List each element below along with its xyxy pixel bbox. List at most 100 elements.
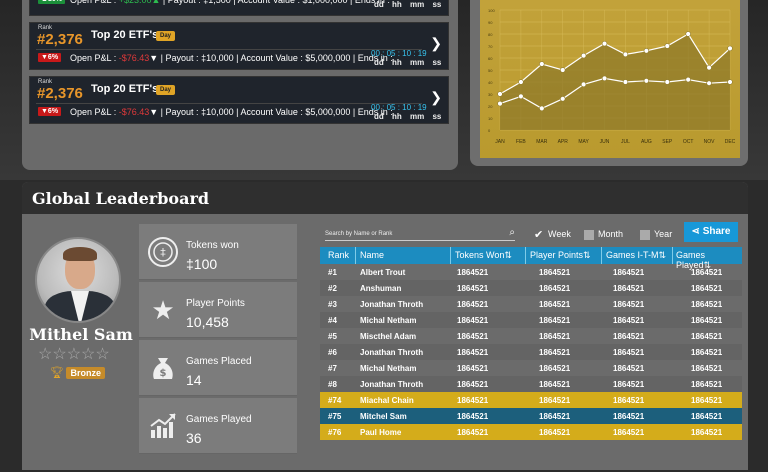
table-row[interactable]: #1 Albert Trout 1864521 1864521 1864521 18645… bbox=[320, 264, 742, 280]
cell-tokens: 1864521 bbox=[457, 396, 489, 405]
col-tokens-won[interactable]: Tokens Won⇅ bbox=[455, 250, 512, 260]
rank-card-partial[interactable]: ▲10% Open P&L : +$23.00▲ | Payout : ‡1,5… bbox=[29, 0, 449, 16]
rank-label: Rank bbox=[38, 25, 53, 31]
series-line-1 bbox=[499, 77, 731, 110]
cell-tokens: 1864521 bbox=[457, 332, 489, 341]
cell-rank: #1 bbox=[328, 268, 337, 277]
rank-label: Rank bbox=[38, 79, 53, 85]
col-games-itm[interactable]: Games I-T-M⇅ bbox=[606, 250, 667, 260]
leaderboard-table: Rank Name Tokens Won⇅ Player Points⇅ Gam… bbox=[320, 247, 742, 440]
table-row[interactable]: #7 Michal Netham 1864521 1864521 1864521 1864… bbox=[320, 360, 742, 376]
search-icon[interactable]: ⌕ bbox=[509, 227, 515, 238]
cell-played: 1864521 bbox=[691, 428, 723, 437]
x-tick-label: APR bbox=[558, 139, 569, 145]
checkbox-checked-icon[interactable]: ✔ bbox=[534, 228, 544, 241]
x-tick-label: MAR bbox=[536, 139, 548, 145]
cell-tokens: 1864521 bbox=[457, 284, 489, 293]
x-tick-label: AUG bbox=[641, 139, 652, 145]
table-row[interactable]: #75 Mitchel Sam 1864521 1864521 1864521 18645… bbox=[320, 408, 742, 424]
pct-badge: ▼6% bbox=[38, 107, 62, 116]
table-row[interactable]: #74 Miachal Chain 1864521 1864521 1864521 186… bbox=[320, 392, 742, 408]
game-title: Top 20 ETF's bbox=[91, 29, 159, 41]
cell-points: 1864521 bbox=[539, 348, 571, 357]
pnl-arrow: ▼ bbox=[149, 53, 159, 63]
data-point bbox=[497, 100, 503, 107]
cell-points: 1864521 bbox=[539, 380, 571, 389]
tier-label: Bronze bbox=[66, 367, 105, 379]
stat-games-placed: $ Games Placed 14 bbox=[139, 340, 297, 396]
y-tick-label: 70 bbox=[488, 44, 493, 49]
countdown-timer: 00 : 05 : 10 : 19 bbox=[371, 49, 427, 58]
table-row[interactable]: #8 Jonathan Throth 1864521 1864521 1864521 18… bbox=[320, 376, 742, 392]
pct-badge: ▲10% bbox=[38, 0, 65, 4]
rank-card[interactable]: Rank #2,376 Top 20 ETF's Day ▼6% Open P&… bbox=[29, 76, 449, 124]
game-title: Top 20 ETF's bbox=[91, 83, 159, 95]
cell-name: Jonathan Throth bbox=[360, 348, 424, 357]
pnl-value: -$76.43 bbox=[118, 107, 150, 117]
cell-tokens: 1864521 bbox=[457, 300, 489, 309]
filter-year[interactable]: Year bbox=[640, 229, 672, 240]
table-row[interactable]: #4 Michal Netham 1864521 1864521 1864521 1864… bbox=[320, 312, 742, 328]
table-row[interactable]: #2 Anshuman 1864521 1864521 1864521 1864521 bbox=[320, 280, 742, 296]
cell-rank: #76 bbox=[328, 428, 342, 437]
cell-played: 1864521 bbox=[691, 268, 723, 277]
table-row[interactable]: #5 Miscthel Adam 1864521 1864521 1864521 1864… bbox=[320, 328, 742, 344]
checkbox-icon[interactable] bbox=[584, 229, 594, 240]
leaderboard-title: Global Leaderboard bbox=[32, 189, 210, 208]
y-tick-label: 50 bbox=[488, 68, 493, 73]
cell-played: 1864521 bbox=[691, 380, 723, 389]
tier-badge: 🏆︎ Bronze bbox=[50, 366, 105, 379]
performance-chart: 100 90 80 70 60 50 40 30 20 10 0 JAN FEB MAR APR MAY JUN… bbox=[480, 0, 740, 158]
filter-week[interactable]: ✔ Week bbox=[534, 229, 571, 240]
checkbox-icon[interactable] bbox=[640, 229, 650, 240]
coin-icon: ‡ bbox=[147, 236, 179, 268]
cell-name: Albert Trout bbox=[360, 268, 406, 277]
filter-label: Year bbox=[654, 229, 673, 239]
series-line-0 bbox=[499, 33, 731, 95]
trend-up-icon bbox=[147, 410, 179, 442]
data-point bbox=[664, 43, 670, 49]
share-label: Share bbox=[702, 226, 731, 237]
table-row[interactable]: #6 Jonathan Throth 1864521 1864521 1864521 18… bbox=[320, 344, 742, 360]
table-row[interactable]: #76 Paul Home 1864521 1864521 1864521 1864521 bbox=[320, 424, 742, 440]
payout-value: ‡10,000 bbox=[201, 53, 234, 63]
payout-label: Payout : bbox=[165, 53, 199, 63]
stat-games-played: Games Played 36 bbox=[139, 398, 297, 454]
data-point bbox=[539, 61, 545, 67]
col-player-points[interactable]: Player Points⇅ bbox=[530, 250, 591, 260]
stat-label: Tokens won bbox=[186, 240, 239, 251]
col-rank[interactable]: Rank bbox=[328, 250, 350, 260]
account-value: $5,000,000 bbox=[305, 107, 351, 117]
period-badge: Day bbox=[156, 31, 176, 41]
pnl-value: -$76.43 bbox=[118, 53, 150, 63]
cell-name: Mitchel Sam bbox=[360, 412, 407, 421]
filter-month[interactable]: Month bbox=[584, 229, 623, 240]
table-row[interactable]: #3 Jonathan Throth 1864521 1864521 1864521 18… bbox=[320, 296, 742, 312]
cell-played: 1864521 bbox=[691, 300, 723, 309]
rank-card[interactable]: Rank #2,376 Top 20 ETF's Day ▼6% Open P&… bbox=[29, 22, 449, 70]
share-button[interactable]: ⋖ Share bbox=[684, 222, 738, 242]
col-games-played[interactable]: Games Played⇅ bbox=[676, 250, 712, 270]
chevron-right-icon[interactable]: ❯ bbox=[430, 89, 442, 105]
cell-rank: #5 bbox=[328, 332, 337, 341]
cell-points: 1864521 bbox=[539, 412, 571, 421]
y-tick-label: 80 bbox=[488, 32, 493, 37]
cell-points: 1864521 bbox=[539, 316, 571, 325]
ends-label: Ends in : bbox=[357, 107, 393, 117]
cell-tokens: 1864521 bbox=[457, 412, 489, 421]
data-point bbox=[706, 64, 712, 71]
search-input[interactable]: Search by Name or Rank ⌕ bbox=[325, 227, 515, 241]
col-name[interactable]: Name bbox=[360, 250, 385, 260]
x-tick-label: JUN bbox=[600, 139, 610, 145]
countdown-timer: 00 : 05 : 10 : 19 bbox=[371, 103, 427, 112]
table-body: #1 Albert Trout 1864521 1864521 1864521 18645… bbox=[320, 264, 742, 440]
stat-label: Games Placed bbox=[186, 356, 252, 367]
cell-played: 1864521 bbox=[691, 332, 723, 341]
data-point bbox=[643, 78, 650, 84]
y-tick-label: 0 bbox=[488, 128, 491, 133]
stat-player-points: ★ Player Points 10,458 bbox=[139, 282, 297, 338]
data-point bbox=[601, 75, 608, 82]
chevron-right-icon[interactable]: ❯ bbox=[430, 35, 442, 51]
x-tick-label: FEB bbox=[516, 139, 526, 145]
payout-label: Payout : bbox=[165, 107, 199, 117]
